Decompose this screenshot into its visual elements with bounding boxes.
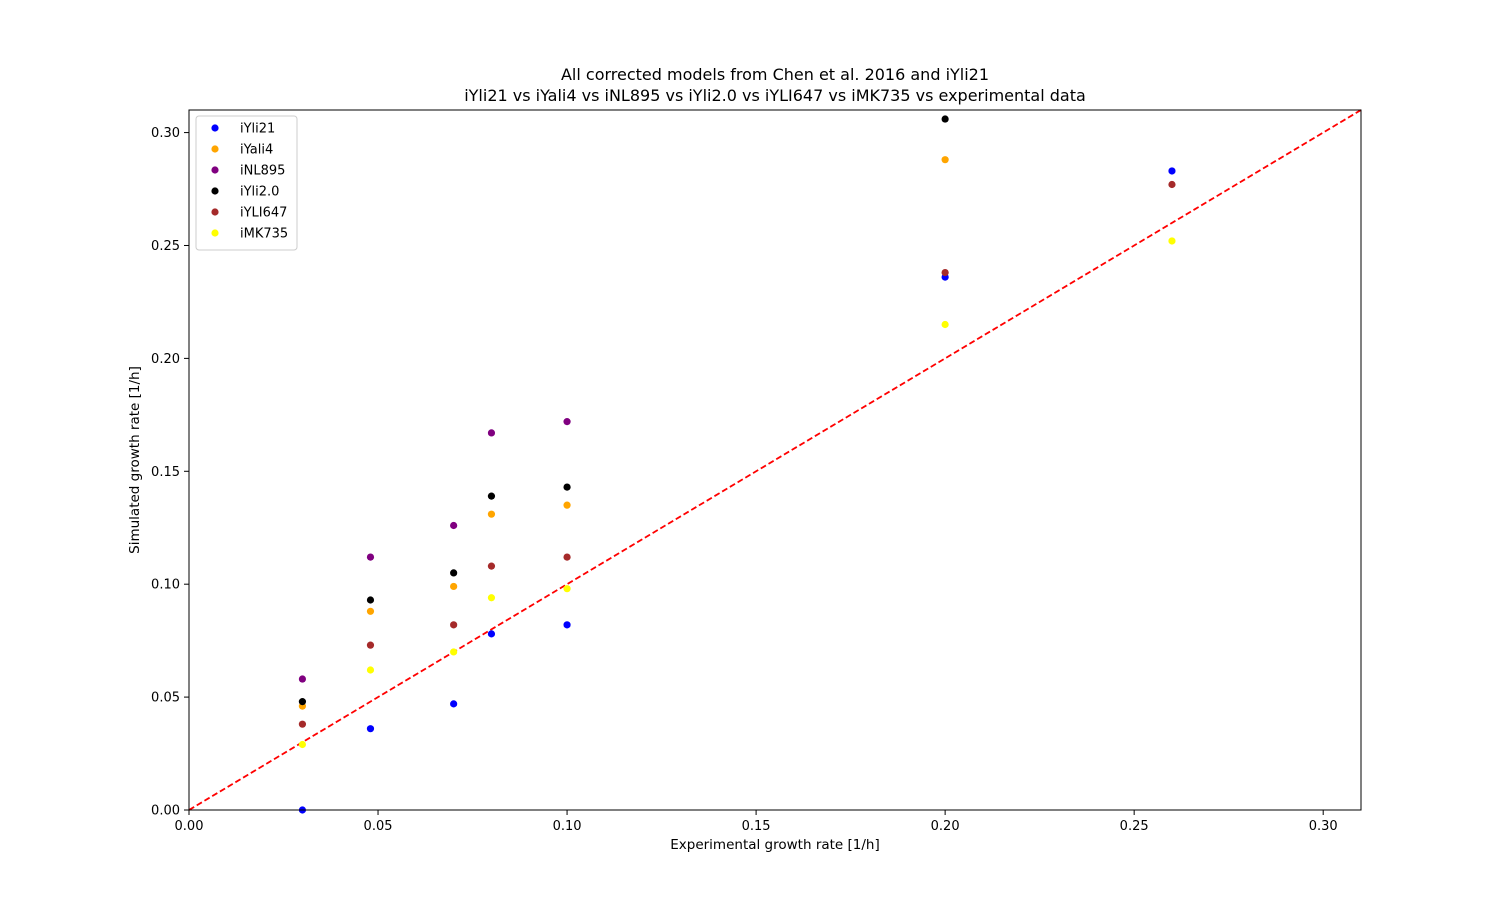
x-tick-label-1: 0.05: [364, 819, 393, 834]
point-imk735-0: [298, 740, 307, 749]
x-tick-label-4: 0.20: [931, 819, 960, 834]
x-tick-label-3: 0.15: [742, 819, 771, 834]
point-iyli2-0-5: [941, 115, 949, 123]
point-iyli647-0: [298, 720, 307, 728]
y-tick-label-3: 0.15: [151, 465, 180, 480]
point-iyli21-6: [1168, 167, 1176, 175]
point-inl895-3: [487, 429, 496, 437]
y-tick-label-4: 0.20: [151, 352, 180, 367]
y-tick-label-0: 0.00: [151, 804, 180, 819]
point-imk735-1: [366, 666, 375, 674]
point-iyli647-5: [941, 268, 949, 277]
point-iyali4-3: [487, 510, 496, 518]
reference-line: [188, 109, 1362, 811]
legend-marker-0: [211, 124, 219, 132]
chart-subtitle: iYli21 vs iYali4 vs iNL895 vs iYli2.0 vs…: [464, 86, 1086, 105]
x-tick-label-5: 0.25: [1120, 819, 1149, 834]
legend-label-4: iYLI647: [240, 206, 287, 221]
point-inl895-0: [298, 675, 307, 683]
point-iyli647-3: [487, 562, 496, 570]
legend-marker-3: [211, 187, 219, 195]
x-tick-label-6: 0.30: [1309, 819, 1338, 834]
point-iyli21-3: [487, 630, 496, 638]
point-iyali4-1: [366, 607, 375, 615]
legend-marker-4: [211, 208, 219, 216]
legend-marker-5: [211, 229, 219, 237]
point-iyli2-0-3: [487, 492, 496, 500]
point-iyli647-4: [563, 553, 571, 561]
point-inl895-2: [450, 521, 458, 530]
legend: [195, 115, 298, 251]
point-inl895-4: [563, 418, 571, 426]
y-tick-label-5: 0.25: [151, 239, 180, 254]
point-imk735-3: [487, 594, 496, 602]
point-iyli647-1: [366, 641, 375, 649]
point-imk735-2: [450, 648, 458, 656]
point-iyli2-0-0: [298, 698, 307, 706]
y-axis-label: Simulated growth rate [1/h]: [127, 366, 143, 554]
point-inl895-1: [366, 553, 375, 561]
point-imk735-4: [563, 585, 571, 593]
y-tick-label-1: 0.05: [151, 691, 180, 706]
legend-label-1: iYali4: [240, 143, 273, 158]
legend-label-3: iYli2.0: [240, 185, 279, 200]
plot-area: 0.00 0.05 0.10 0.15 0.20 0.25 0.30 0.00 0.05 0.10…: [151, 109, 1362, 834]
point-iyli21-1: [366, 725, 375, 733]
point-iyli2-0-2: [450, 569, 458, 577]
point-iyli2-0-1: [366, 596, 375, 604]
point-iyali4-2: [450, 582, 458, 591]
legend-marker-2: [211, 166, 219, 174]
point-iyli647-6: [1168, 180, 1176, 189]
chart-title: All corrected models from Chen et al. 20…: [561, 65, 989, 84]
point-iyli2-0-4: [563, 483, 571, 491]
x-tick-label-0: 0.00: [175, 819, 204, 834]
y-tick-label-6: 0.30: [151, 126, 180, 141]
x-axis-label: Experimental growth rate [1/h]: [670, 837, 880, 853]
y-tick-label-2: 0.10: [151, 578, 180, 593]
point-iyli21-2: [450, 700, 458, 708]
point-iyali4-5: [941, 156, 949, 164]
point-iyli647-2: [450, 621, 458, 629]
point-imk735-6: [1168, 237, 1176, 245]
point-iyali4-4: [563, 501, 571, 509]
legend-label-0: iYli21: [240, 122, 275, 137]
point-imk735-5: [941, 320, 949, 329]
x-tick-label-2: 0.10: [553, 819, 582, 834]
legend-label-2: iNL895: [240, 164, 285, 179]
legend-marker-1: [211, 145, 219, 153]
plot-frame: [188, 109, 1362, 811]
point-iyli21-4: [563, 621, 571, 629]
legend-label-5: iMK735: [240, 227, 288, 242]
